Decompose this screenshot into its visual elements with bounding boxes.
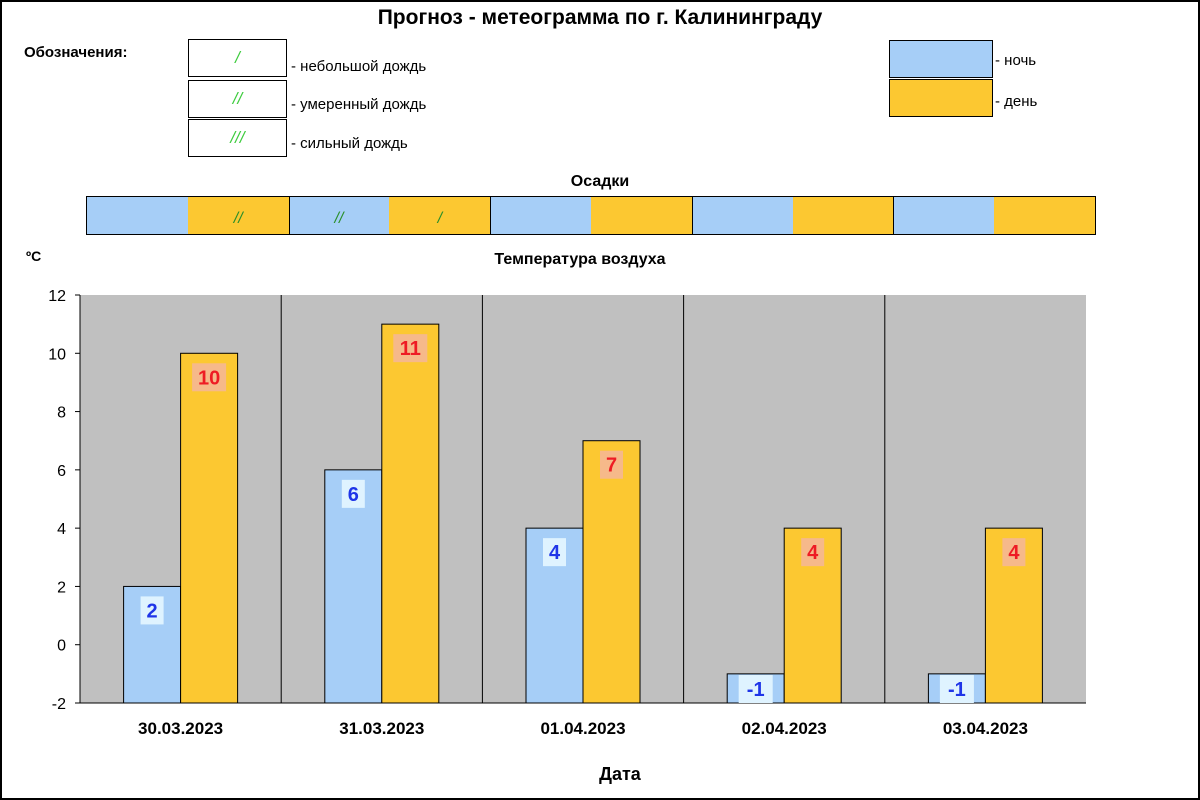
- x-tick-label: 31.03.2023: [339, 719, 424, 738]
- legend-light-rain-label: - небольшой дождь: [291, 58, 427, 75]
- chart-title: Температура воздуха: [494, 251, 666, 268]
- data-label: -1: [747, 679, 765, 701]
- y-tick-label: 6: [57, 463, 66, 480]
- precip-cell-night: [691, 197, 793, 234]
- data-label: 10: [198, 367, 220, 389]
- data-label-bg: [738, 675, 773, 703]
- precip-cell-day: [591, 197, 692, 234]
- y-tick-label: 12: [48, 288, 66, 305]
- legend-heavy-rain-symbol: ///: [188, 119, 287, 157]
- data-label: -1: [948, 679, 966, 701]
- legend-moderate-rain-label: - умеренный дождь: [291, 96, 427, 113]
- legend-heavy-rain-label: - сильный дождь: [291, 135, 408, 152]
- precip-day-divider: [893, 197, 895, 234]
- precip-cell-day: [994, 197, 1095, 234]
- precip-title: Осадки: [570, 173, 630, 190]
- legend-heading: Обозначения:: [24, 44, 128, 61]
- precip-cell-night: [87, 197, 188, 234]
- data-label: 6: [348, 484, 359, 506]
- precip-cell-night: [490, 197, 591, 234]
- bar-night: [324, 469, 383, 704]
- precip-cell-night: //: [288, 197, 390, 234]
- bar-day: [381, 323, 440, 704]
- y-tick-label: 8: [57, 405, 66, 422]
- data-label-bg: [140, 596, 164, 625]
- data-label-bg: [801, 538, 825, 567]
- precip-day-divider: [288, 197, 290, 234]
- x-tick-label: 03.04.2023: [943, 719, 1028, 738]
- data-label-bg: [600, 450, 623, 479]
- bar-day: [180, 352, 239, 704]
- y-tick-label: 2: [57, 579, 66, 596]
- precip-day-divider: [691, 197, 693, 234]
- data-label-bg: [192, 363, 227, 392]
- data-label-bg: [543, 538, 566, 567]
- legend-day-swatch: [889, 79, 993, 117]
- precip-cell-day: //: [187, 197, 289, 234]
- x-tick-label: 30.03.2023: [138, 719, 223, 738]
- y-unit-label: ºC: [26, 248, 42, 264]
- data-label: 11: [400, 338, 421, 360]
- data-label: 4: [1008, 542, 1020, 564]
- precip-day-divider: [490, 197, 492, 234]
- legend-light-rain-symbol: /: [188, 39, 287, 77]
- data-label-bg: [1002, 538, 1026, 567]
- legend-day-label: - день: [995, 93, 1038, 110]
- data-label: 4: [549, 542, 561, 564]
- legend-night-label: - ночь: [995, 52, 1037, 69]
- y-tick-label: 10: [48, 346, 66, 363]
- precip-cell-day: /: [389, 197, 491, 234]
- x-tick-label: 02.04.2023: [742, 719, 827, 738]
- data-label: 4: [807, 542, 819, 564]
- legend-moderate-rain-symbol: //: [188, 80, 287, 118]
- x-tick-label: 01.04.2023: [540, 719, 625, 738]
- precip-strip: /////: [86, 196, 1096, 235]
- precip-cell-day: [792, 197, 894, 234]
- legend-night-swatch: [889, 40, 993, 78]
- precip-cell-night: [893, 197, 995, 234]
- data-label-bg: [939, 675, 974, 703]
- x-axis-title: Дата: [599, 764, 642, 784]
- bar-day: [582, 440, 641, 704]
- data-label-bg: [341, 479, 365, 508]
- data-label: 7: [606, 455, 617, 477]
- y-tick-label: -2: [52, 696, 66, 713]
- page-title: Прогноз - метеограмма по г. Калининграду: [377, 6, 823, 29]
- data-label: 2: [147, 600, 158, 622]
- data-label-bg: [393, 334, 428, 363]
- y-tick-label: 0: [57, 638, 66, 655]
- y-tick-label: 4: [57, 521, 66, 538]
